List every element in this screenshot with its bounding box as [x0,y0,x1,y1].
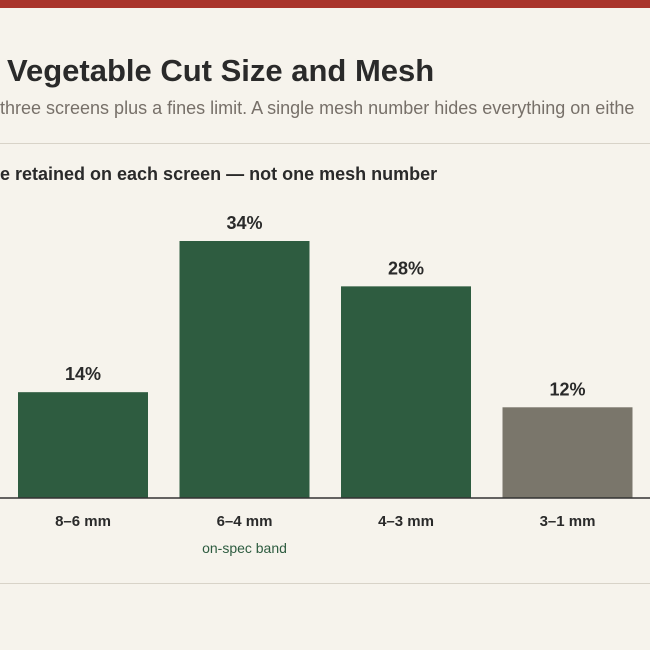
page-subtitle: three screens plus a fines limit. A sing… [0,98,635,118]
bar-value-label: 34% [226,213,262,233]
top-accent-bar [0,0,650,8]
top-divider [0,143,650,144]
bar [18,392,148,498]
x-tick-label: 3–1 mm [540,513,596,530]
band-annotation: on-spec band [202,540,287,556]
x-tick-label: 6–4 mm [217,513,273,530]
bar [341,286,471,498]
bar-value-label: 28% [388,258,424,278]
bar [502,407,633,498]
x-tick-label: 4–3 mm [378,513,434,530]
bar [179,241,310,498]
x-tick-label: 8–6 mm [55,513,111,530]
bar-value-label: 12% [549,379,585,399]
chart-title: e retained on each screen — not one mesh… [0,164,438,184]
bottom-divider [0,583,650,584]
bar-value-label: 14% [65,364,101,384]
page-title: Vegetable Cut Size and Mesh [7,53,435,88]
